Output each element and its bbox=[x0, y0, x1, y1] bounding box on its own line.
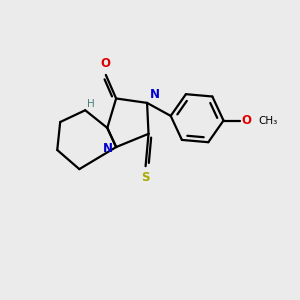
Text: O: O bbox=[101, 58, 111, 70]
Text: S: S bbox=[141, 171, 150, 184]
Text: N: N bbox=[103, 142, 112, 155]
Text: CH₃: CH₃ bbox=[258, 116, 277, 125]
Text: O: O bbox=[241, 114, 251, 127]
Text: H: H bbox=[87, 99, 95, 110]
Text: N: N bbox=[149, 88, 159, 100]
